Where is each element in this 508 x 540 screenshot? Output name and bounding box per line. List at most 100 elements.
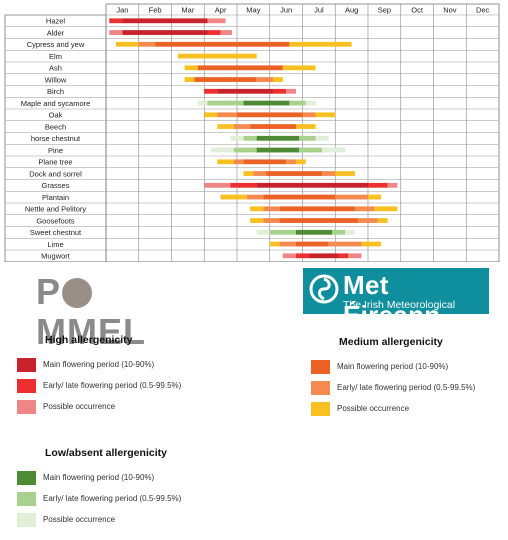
flowering-bar [273, 88, 287, 94]
flowering-bar [138, 41, 156, 47]
plant-label: Goosefoots [36, 216, 75, 225]
legend-swatch [17, 400, 36, 414]
flowering-bar [295, 253, 310, 259]
month-label: Jan [116, 6, 128, 15]
flowering-bar [243, 100, 290, 106]
flowering-bar [197, 65, 283, 71]
flowering-bar [253, 171, 267, 176]
legend-swatch [17, 492, 36, 506]
flowering-bar [273, 77, 283, 82]
flowering-bar [237, 112, 303, 118]
flowering-bar [309, 253, 339, 259]
flowering-bar [197, 100, 208, 106]
flowering-bar [299, 135, 316, 141]
flowering-bar [295, 159, 306, 165]
plant-label: Sweet chestnut [30, 228, 82, 237]
flowering-bar [299, 147, 323, 153]
flowering-bar [178, 53, 257, 59]
flowering-bar [207, 18, 226, 24]
flowering-bar [243, 135, 257, 141]
legend-label: Main flowering period (10-90%) [43, 360, 155, 369]
flowering-bar [217, 124, 234, 129]
legend-label: Possible occurrence [43, 515, 116, 524]
plant-label: Cypress and yew [27, 40, 85, 49]
flowering-bar [217, 159, 234, 165]
flowering-bar [220, 30, 233, 35]
flowering-bar [322, 147, 346, 153]
month-label: Feb [149, 6, 162, 15]
flowering-bar [302, 112, 316, 118]
plant-label: horse chestnut [31, 134, 81, 143]
flowering-bar [250, 218, 264, 223]
legend-label: Possible occurrence [337, 404, 410, 413]
flowering-bar [217, 88, 274, 94]
flowering-bar [295, 124, 316, 129]
month-label: Oct [411, 6, 424, 15]
flowering-bar [282, 253, 296, 259]
flowering-bar [243, 171, 254, 176]
flowering-bar [305, 100, 316, 106]
plant-label: Hazel [46, 17, 66, 26]
flowering-bar [335, 171, 355, 176]
legend-title: Medium allergenicity [339, 336, 443, 348]
flowering-bar [295, 229, 332, 235]
plant-label: Beech [45, 122, 66, 131]
flowering-bar [354, 206, 375, 212]
flowering-bar [109, 30, 123, 35]
flowering-bar [279, 218, 359, 223]
flowering-bar [289, 41, 352, 47]
flowering-bar [155, 41, 290, 47]
legend-label: Possible occurrence [43, 402, 116, 411]
flowering-bar [331, 229, 346, 235]
flowering-bar [358, 218, 378, 223]
plant-label: Elm [49, 52, 62, 61]
flowering-bar [361, 241, 382, 247]
flowering-bar [368, 194, 382, 200]
legend-title: Low/absent allergenicity [45, 447, 167, 459]
legend-medium-allergenicity: Medium allergenicity Main flowering peri… [311, 336, 475, 420]
legend-label: Main flowering period (10-90%) [43, 473, 155, 482]
flowering-bar [266, 171, 323, 176]
flowering-bar [263, 194, 336, 200]
legend-swatch [311, 360, 330, 374]
flowering-bar [387, 182, 398, 188]
met-eireann-logo: Met Éireann The Irish Meteorological Ser… [303, 268, 489, 330]
flowering-bar [263, 218, 280, 223]
legend-swatch [17, 471, 36, 485]
flowering-bar [256, 147, 300, 153]
plant-label: Mugwort [41, 252, 71, 261]
flowering-bar [279, 206, 355, 212]
flowering-bar [204, 88, 218, 94]
legend-swatch [311, 381, 330, 395]
plant-label: Alder [47, 28, 65, 37]
legend-item: Early/ late flowering period (0.5-99.5%) [311, 381, 475, 399]
flowering-bar [122, 18, 208, 24]
flowering-bar [207, 100, 244, 106]
flowering-bar [250, 124, 296, 129]
plant-label: Pine [48, 146, 63, 155]
legend-label: Early/ late flowering period (0.5-99.5%) [43, 381, 182, 390]
flowering-bar [204, 182, 231, 188]
flowering-bar [256, 135, 300, 141]
flowering-bar [184, 77, 195, 82]
met-eireann-name: Met Éireann [343, 270, 441, 330]
month-label: Apr [215, 6, 227, 15]
flowering-bar [109, 18, 123, 24]
flowering-bar [282, 65, 316, 71]
legend-item: Possible occurrence [311, 402, 443, 420]
legend-title: High allergenicity [45, 334, 133, 346]
plant-label: Grasses [42, 181, 70, 190]
month-label: Mar [181, 6, 194, 15]
plant-label: Lime [47, 240, 63, 249]
flowering-bar [315, 135, 329, 141]
legend-swatch [311, 402, 330, 416]
legend-swatch [17, 513, 36, 527]
flowering-bar [210, 147, 234, 153]
flowering-bar [230, 182, 257, 188]
flowering-bar [263, 206, 280, 212]
flowering-bar [230, 135, 244, 141]
flowering-bar [315, 112, 336, 118]
flowering-bar [345, 229, 355, 235]
flowering-bar [250, 206, 264, 212]
flowering-bar [184, 65, 198, 71]
